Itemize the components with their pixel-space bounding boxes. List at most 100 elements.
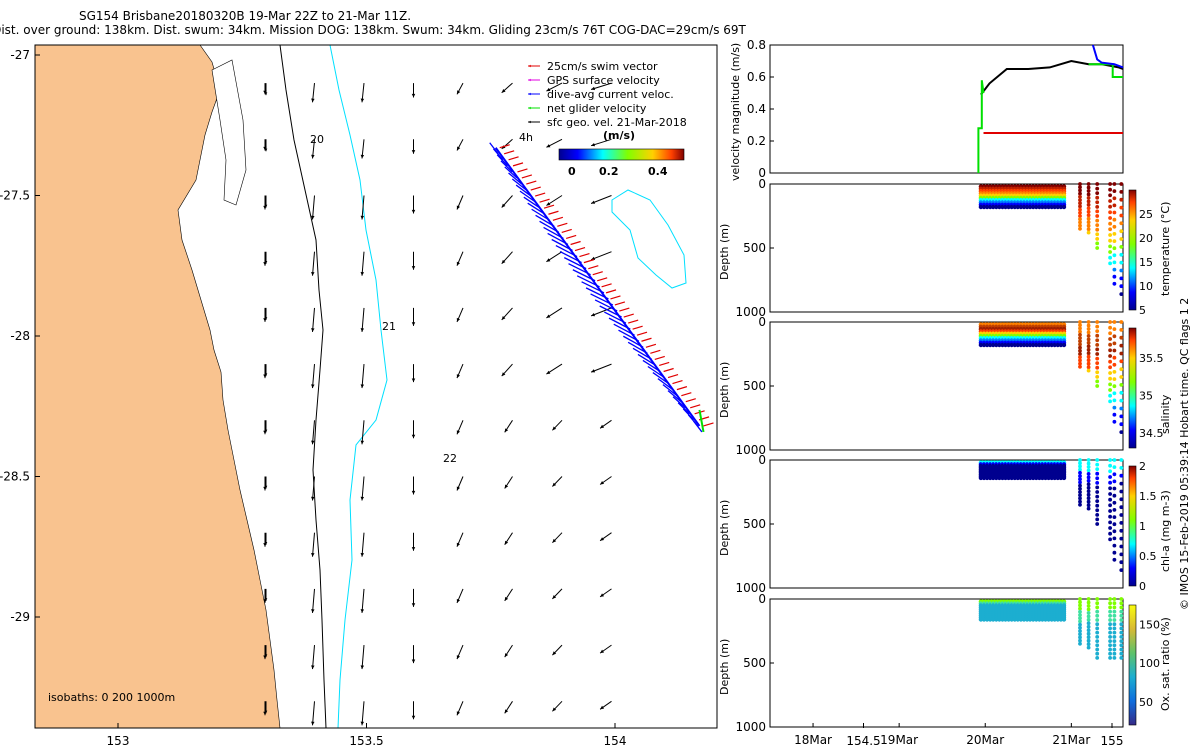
- profile-point: [1078, 339, 1082, 344]
- profile-point: [1112, 529, 1117, 534]
- profile-point: [1112, 543, 1117, 548]
- current-arrow-head: [546, 202, 551, 206]
- profile-point: [1018, 204, 1024, 210]
- depth-ytick-label: 0: [758, 453, 766, 467]
- profile-point: [1086, 645, 1091, 650]
- current-arrow-head: [264, 541, 268, 545]
- current-arrow-head: [360, 154, 365, 159]
- profile-point: [1078, 616, 1082, 621]
- profile-point: [1112, 651, 1117, 656]
- legend-label: sfc geo. vel. 21-Mar-2018: [547, 116, 687, 129]
- current-arrow-head: [311, 98, 315, 103]
- profile-point: [1112, 267, 1117, 272]
- profile-point: [1112, 281, 1117, 286]
- profile-point: [1108, 635, 1112, 639]
- profile-point: [1095, 241, 1100, 246]
- time-tick-label: 18Mar: [794, 733, 832, 747]
- profile-point: [1119, 375, 1124, 379]
- profile-point: [1095, 522, 1100, 526]
- current-arrow-head: [311, 215, 315, 220]
- profile-point: [1108, 463, 1112, 468]
- profile-point: [1119, 245, 1124, 249]
- profile-point: [1086, 223, 1091, 228]
- profile-point: [1112, 508, 1117, 512]
- swim-vector: [690, 404, 701, 409]
- profile-point: [1095, 182, 1100, 186]
- profile-point: [1086, 485, 1091, 490]
- current-arrow-head: [591, 369, 596, 373]
- profile-point: [1108, 520, 1112, 525]
- profile-point: [1095, 613, 1100, 618]
- colorbar-tick-label: 10: [1139, 280, 1153, 293]
- current-arrow-head: [552, 538, 557, 543]
- profile-point: [1112, 458, 1117, 462]
- profile-point: [1078, 490, 1082, 494]
- profile-point: [1078, 458, 1082, 462]
- swim-vector: [632, 325, 643, 330]
- depth-ylabel: Depth (m): [718, 224, 731, 280]
- profile-point: [1086, 358, 1091, 363]
- profile-point: [1086, 227, 1091, 232]
- velocity-series: [1091, 44, 1124, 69]
- profile-point: [1112, 327, 1117, 331]
- depth-colorbar: [1128, 604, 1137, 726]
- current-arrow: [312, 195, 315, 220]
- profile-point: [1095, 237, 1100, 241]
- profile-point: [1061, 475, 1067, 481]
- day-label-21: 21: [382, 320, 396, 333]
- profile-point: [1021, 204, 1027, 210]
- current-arrow-head: [600, 649, 605, 654]
- colorbar-tick-label: 50: [1139, 696, 1153, 709]
- profile-point: [1078, 493, 1082, 498]
- profile-point: [1086, 337, 1091, 342]
- profile-point: [1112, 647, 1117, 652]
- swim-vector: [597, 277, 608, 282]
- profile-point: [1040, 204, 1045, 210]
- track-line: [494, 147, 701, 427]
- profile-point: [1112, 253, 1117, 258]
- profile-point: [1108, 227, 1112, 232]
- swim-vector: [565, 234, 577, 240]
- profile-point: [1119, 497, 1124, 502]
- map-ytick-label: -28.5: [0, 470, 30, 484]
- profile-point: [1112, 405, 1117, 410]
- profile-point: [984, 342, 990, 348]
- velocity-ytick-label: 0.4: [747, 102, 766, 116]
- profile-point: [1078, 606, 1082, 611]
- current-arrow: [361, 195, 365, 220]
- profile-point: [1095, 476, 1100, 481]
- colorbar-tick-label: 0.5: [1139, 550, 1157, 563]
- current-arrow-head: [501, 372, 506, 377]
- profile-point: [1108, 204, 1112, 209]
- profile-point: [1040, 342, 1045, 348]
- current-arrow: [312, 532, 315, 557]
- profile-point: [1119, 197, 1124, 202]
- profile-point: [1119, 390, 1124, 395]
- profile-point: [1078, 320, 1082, 324]
- profile-point: [1112, 630, 1117, 635]
- current-arrow-head: [411, 209, 416, 214]
- day-label-22: 22: [443, 452, 457, 465]
- current-arrow: [312, 251, 315, 276]
- swim-vector: [645, 343, 657, 348]
- profile-point: [1119, 481, 1124, 486]
- profile-point: [1112, 522, 1117, 527]
- profile-point: [1078, 477, 1082, 482]
- profile-point: [1055, 342, 1061, 348]
- swim-vector: [654, 355, 665, 360]
- swim-vector: [623, 313, 634, 318]
- current-arrow: [361, 532, 365, 557]
- current-arrow-head: [457, 90, 461, 95]
- depth-colorbar: [1128, 327, 1137, 449]
- current-arrow: [312, 476, 315, 501]
- chart-subtitle: Dist. over ground: 138km. Dist. swum: 34…: [0, 23, 746, 37]
- profile-point: [1108, 497, 1112, 502]
- profile-point: [1112, 274, 1117, 279]
- profile-point: [1061, 617, 1067, 622]
- map-panel: 153 153.5 154 154.5 155 -27-27.5-28-28.5-29 …: [0, 44, 1123, 748]
- current-arrow-head: [311, 440, 315, 445]
- profile-point: [1086, 209, 1091, 214]
- profile-point: [1078, 214, 1082, 218]
- dac-vector: [662, 384, 678, 397]
- profile-point: [1078, 467, 1082, 472]
